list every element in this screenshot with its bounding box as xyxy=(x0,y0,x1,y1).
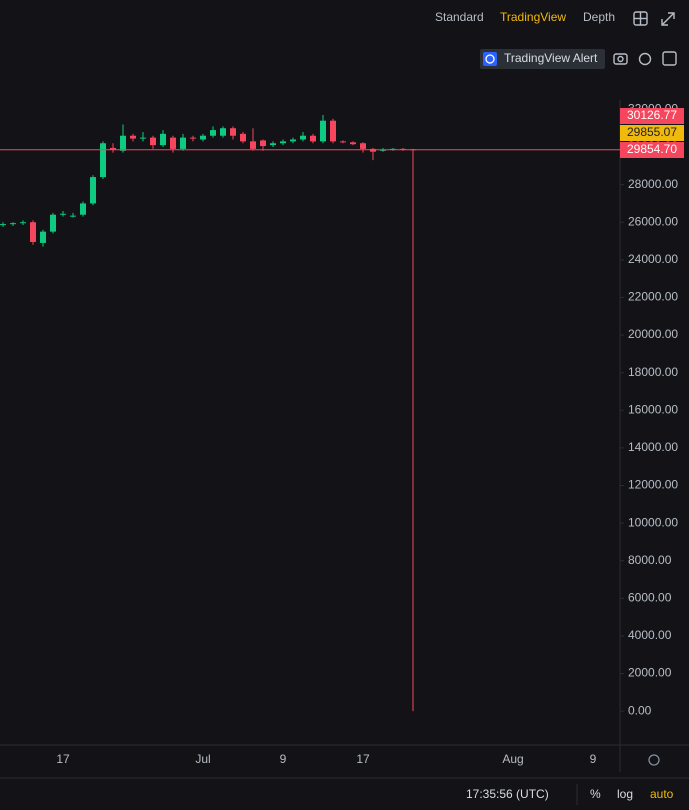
x-tick-label: Aug xyxy=(502,752,523,766)
layout-icon[interactable] xyxy=(662,51,677,66)
clock: 17:35:56 (UTC) xyxy=(466,787,549,801)
y-tick-label: 12000.00 xyxy=(628,478,678,492)
price-label-box xyxy=(620,108,684,124)
auto-toggle[interactable]: auto xyxy=(650,787,674,801)
y-tick-label: 2000.00 xyxy=(628,666,672,680)
candle-body xyxy=(190,137,196,139)
candle-body xyxy=(250,141,256,149)
tab[interactable]: Standard xyxy=(435,10,484,24)
settings-icon[interactable] xyxy=(638,52,652,66)
candle-body xyxy=(350,142,356,145)
log-toggle[interactable]: log xyxy=(617,787,633,801)
tab[interactable]: Depth xyxy=(583,10,615,24)
candle-body xyxy=(260,140,266,147)
candle-body xyxy=(220,128,226,136)
y-tick-label: 8000.00 xyxy=(628,553,672,567)
price-label-box xyxy=(620,142,684,158)
candle-body xyxy=(270,143,276,146)
candle-body xyxy=(240,133,246,142)
candle-body xyxy=(170,137,176,149)
x-tick-label: 9 xyxy=(590,752,597,766)
grid-icon[interactable] xyxy=(633,11,648,26)
candle-body xyxy=(130,135,136,139)
candle-body xyxy=(140,137,146,139)
candle-body xyxy=(110,147,116,150)
alert-label[interactable]: TradingView Alert xyxy=(504,51,598,65)
tab-active[interactable]: TradingView xyxy=(500,10,566,24)
candle-body xyxy=(60,213,66,215)
y-tick-label: 22000.00 xyxy=(628,290,678,304)
alert-icon xyxy=(483,52,497,66)
y-tick-label: 6000.00 xyxy=(628,590,672,604)
y-tick-label: 16000.00 xyxy=(628,402,678,416)
candle-body xyxy=(330,120,336,142)
price-label: 29855.07 xyxy=(627,125,677,139)
candle-body xyxy=(50,214,56,232)
candle-body xyxy=(280,141,286,144)
fullscreen-icon[interactable] xyxy=(661,12,675,26)
candle-body xyxy=(380,149,386,151)
candle-body xyxy=(0,224,6,226)
candle-body xyxy=(70,215,76,217)
alert-button[interactable] xyxy=(480,49,605,69)
candle-body xyxy=(320,120,326,142)
candle-body xyxy=(310,135,316,142)
y-tick-label: 4000.00 xyxy=(628,628,672,642)
candle-body xyxy=(120,135,126,151)
candle-body xyxy=(150,137,156,146)
y-tick-label: 14000.00 xyxy=(628,440,678,454)
candle-body xyxy=(230,128,236,136)
candle-body xyxy=(180,137,186,149)
x-tick-label: Jul xyxy=(195,752,210,766)
y-tick-label: 10000.00 xyxy=(628,515,678,529)
price-label: 29854.70 xyxy=(627,142,677,156)
candle-body xyxy=(340,141,346,143)
x-tick-label: 17 xyxy=(356,752,370,766)
candle-body xyxy=(10,223,16,225)
y-tick-label: 24000.00 xyxy=(628,252,678,266)
candle-body xyxy=(80,203,86,215)
y-tick-label: 18000.00 xyxy=(628,365,678,379)
candle-body xyxy=(210,130,216,136)
axis-settings-icon[interactable] xyxy=(648,754,660,766)
candle-body xyxy=(90,177,96,204)
candle-body xyxy=(40,231,46,243)
candle-body xyxy=(300,135,306,140)
y-tick-label: 28000.00 xyxy=(628,177,678,191)
alert-clock xyxy=(485,54,495,64)
candle-body xyxy=(370,148,376,152)
y-tick-label: 26000.00 xyxy=(628,214,678,228)
candle-body xyxy=(30,222,36,242)
candle-body xyxy=(360,143,366,149)
candle-body xyxy=(200,135,206,140)
x-tick-label: 17 xyxy=(56,752,70,766)
y-tick-label: 20000.00 xyxy=(628,327,678,341)
y-tick-label: 0.00 xyxy=(628,703,652,717)
candle-body xyxy=(20,222,26,224)
price-label-box xyxy=(620,125,684,141)
candle-body xyxy=(100,143,106,178)
candle-body xyxy=(160,133,166,146)
price-label: 30126.77 xyxy=(627,108,677,122)
x-tick-label: 9 xyxy=(280,752,287,766)
camera-icon[interactable] xyxy=(613,53,628,65)
percent-toggle[interactable]: % xyxy=(590,787,601,801)
candle-body xyxy=(290,139,296,142)
